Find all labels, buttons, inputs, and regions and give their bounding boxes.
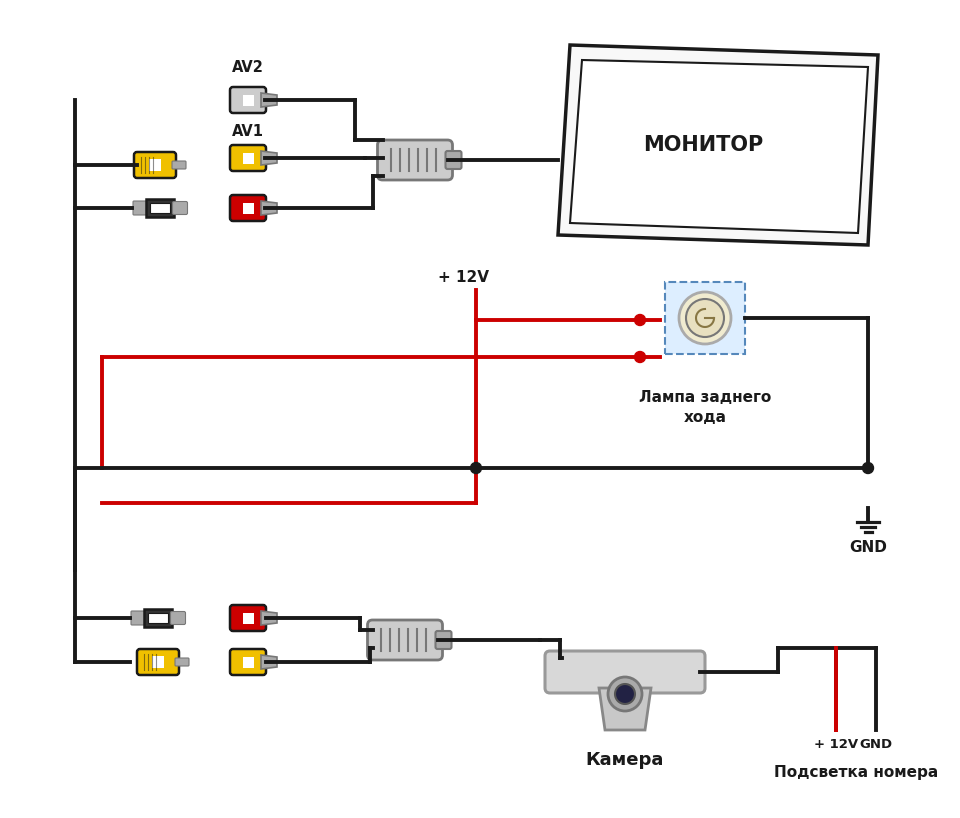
Polygon shape — [261, 151, 277, 165]
FancyBboxPatch shape — [172, 161, 186, 169]
FancyBboxPatch shape — [230, 195, 266, 221]
FancyBboxPatch shape — [171, 612, 185, 624]
Circle shape — [470, 462, 482, 474]
Text: AV2: AV2 — [232, 61, 264, 75]
Polygon shape — [261, 655, 277, 669]
FancyBboxPatch shape — [665, 282, 745, 354]
Circle shape — [679, 292, 731, 344]
Polygon shape — [261, 611, 277, 625]
Text: AV1: AV1 — [232, 124, 264, 140]
Bar — [148, 613, 168, 623]
Text: GND: GND — [859, 739, 893, 752]
Bar — [243, 95, 253, 106]
Text: МОНИТОР: МОНИТОР — [643, 135, 763, 155]
FancyBboxPatch shape — [377, 140, 452, 180]
Text: + 12V: + 12V — [438, 271, 489, 285]
Polygon shape — [570, 60, 868, 233]
FancyBboxPatch shape — [131, 611, 145, 625]
FancyBboxPatch shape — [230, 145, 266, 171]
Circle shape — [862, 462, 874, 474]
Bar — [150, 203, 170, 213]
Circle shape — [608, 677, 642, 711]
Polygon shape — [558, 45, 878, 245]
Bar — [243, 152, 253, 164]
Polygon shape — [261, 201, 277, 215]
Polygon shape — [599, 688, 651, 730]
FancyBboxPatch shape — [137, 649, 179, 675]
FancyBboxPatch shape — [133, 201, 147, 215]
Polygon shape — [261, 93, 277, 107]
FancyBboxPatch shape — [230, 605, 266, 631]
Circle shape — [635, 314, 645, 326]
FancyBboxPatch shape — [134, 152, 176, 178]
Text: + 12V: + 12V — [814, 739, 858, 752]
FancyBboxPatch shape — [175, 658, 189, 666]
Bar — [144, 609, 172, 627]
Text: хода: хода — [684, 411, 727, 425]
Text: GND: GND — [849, 541, 887, 555]
Text: Камера: Камера — [586, 751, 664, 769]
Circle shape — [686, 299, 724, 337]
Bar — [243, 657, 253, 667]
FancyBboxPatch shape — [545, 651, 705, 693]
Bar — [152, 656, 164, 668]
FancyBboxPatch shape — [230, 87, 266, 113]
Bar — [243, 613, 253, 623]
Bar — [243, 203, 253, 213]
FancyBboxPatch shape — [230, 649, 266, 675]
Bar — [146, 199, 174, 217]
Bar — [149, 159, 161, 171]
FancyBboxPatch shape — [445, 151, 462, 169]
Circle shape — [615, 684, 635, 704]
Circle shape — [635, 352, 645, 362]
FancyBboxPatch shape — [368, 620, 443, 660]
FancyBboxPatch shape — [173, 201, 187, 214]
FancyBboxPatch shape — [436, 631, 451, 649]
Text: Подсветка номера: Подсветка номера — [774, 766, 938, 780]
Text: Лампа заднего: Лампа заднего — [638, 390, 771, 406]
